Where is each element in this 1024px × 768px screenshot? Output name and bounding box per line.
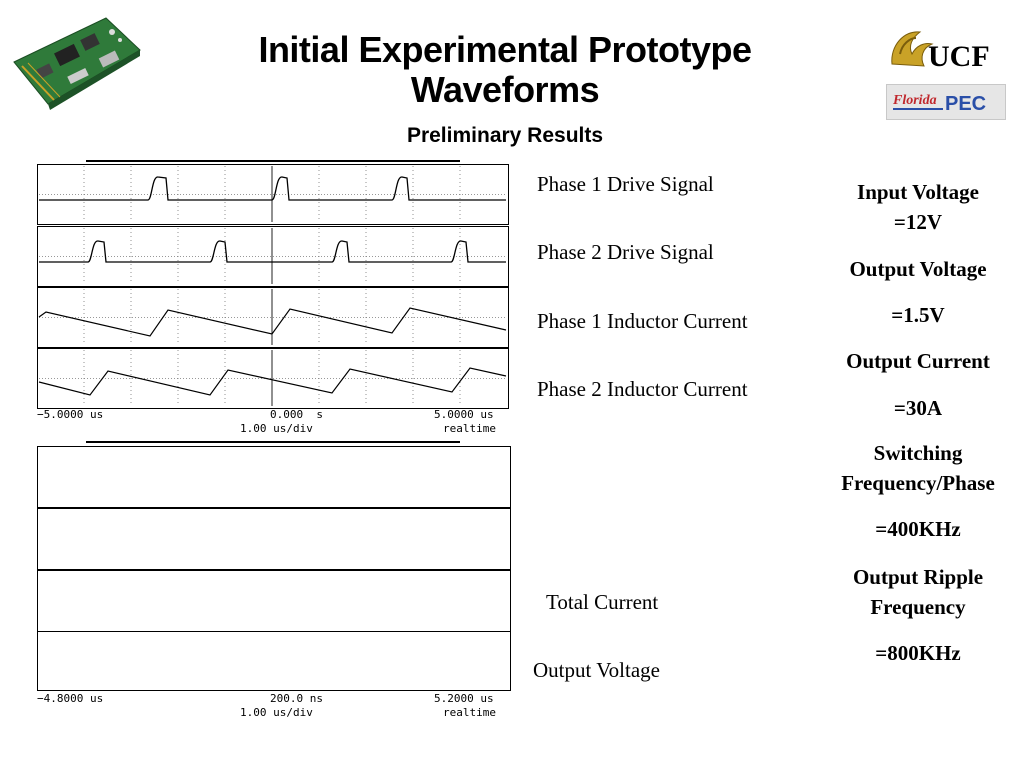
florida-logo-text: Florida [892,93,937,108]
phase2-current-waveform [38,367,507,396]
pec-logo-text: PEC [945,93,986,115]
scope-top-header-bar [86,160,460,162]
phase1-drive-waveform [39,176,506,201]
label-output-voltage: Output Voltage [533,658,660,682]
scope-top-right-time: 5.0000 us [434,408,494,421]
param-ripple-label-1: Output Ripple [852,565,984,589]
param-ripple-label-2: Frequency [870,595,966,619]
param-output-current-label: Output Current [846,349,990,373]
phase2-drive-waveform [39,240,506,263]
param-switching-value: =400KHz [875,517,961,541]
circuit-board-image [8,10,144,110]
scope-bottom-left-time: −4.8000 us [37,692,104,705]
scope-top-left-time: −5.0000 us [37,408,104,421]
scope-bottom-trace-2-frame [37,508,511,570]
param-output-current-value: =30A [893,396,943,420]
page-subtitle: Preliminary Results [406,124,604,147]
page-title: Initial Experimental Prototype Waveforms [190,30,820,110]
label-phase2-current: Phase 2 Inductor Current [537,377,748,401]
label-phase1-current: Phase 1 Inductor Current [537,309,748,333]
scope-bottom-header-bar [86,441,460,443]
param-switching-label-1: Switching [873,441,963,465]
scope-bottom-trace-1-frame [37,446,511,508]
param-output-voltage-value: =1.5V [891,303,945,327]
param-ripple-value: =800KHz [875,641,961,665]
scope-top-timebase: 1.00 us/div [240,422,313,435]
scope-bottom-trace-4-frame [37,631,511,691]
scope-bottom-mode: realtime [443,706,496,719]
label-phase1-drive: Phase 1 Drive Signal [537,172,714,196]
title-line-2: Waveforms [410,69,600,110]
param-output-voltage-label: Output Voltage [849,257,987,281]
label-total-current: Total Current [546,590,659,614]
scope-bottom-right-time: 5.2000 us [434,692,494,705]
florida-pec-logo: Florida PEC [886,84,1006,120]
ucf-logo-text: UCF [928,40,990,73]
phase1-current-waveform [38,307,507,337]
param-switching-label-2: Frequency/Phase [841,471,995,495]
scope-bottom-trace-3-frame [37,570,511,632]
scope-bottom-timebase: 1.00 us/div [240,706,313,719]
title-line-1: Initial Experimental Prototype [258,29,752,70]
ucf-logo: UCF [886,24,1006,74]
param-input-voltage-value: =12V [893,210,943,234]
scope-top-center-time: 0.000 s [270,408,323,421]
scope-top-mode: realtime [443,422,496,435]
label-phase2-drive: Phase 2 Drive Signal [537,240,714,264]
param-input-voltage-label: Input Voltage [857,180,979,204]
scope-bottom-center-time: 200.0 ns [270,692,323,705]
